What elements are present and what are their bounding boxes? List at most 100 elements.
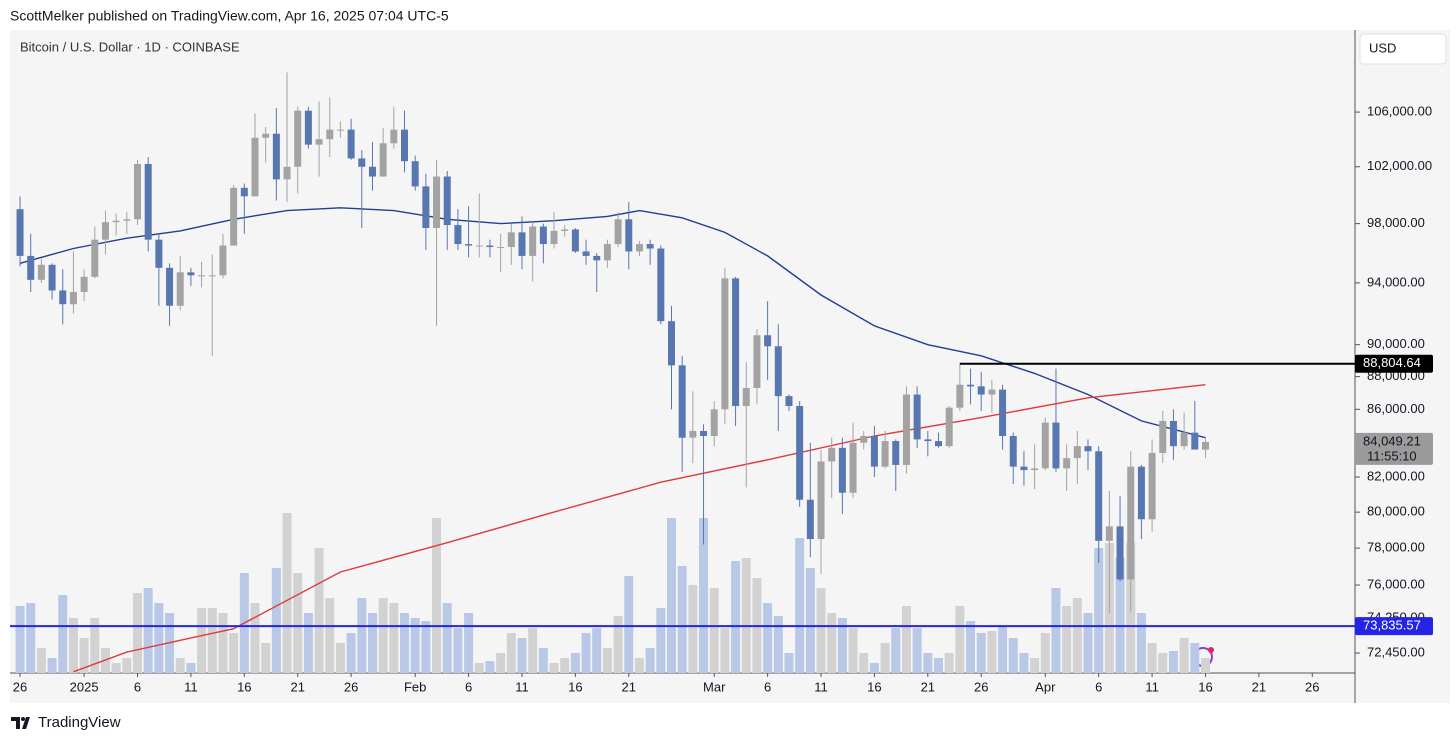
volume-bar bbox=[229, 633, 239, 673]
candle-body bbox=[870, 436, 878, 467]
volume-bar bbox=[709, 588, 719, 673]
candle-body bbox=[1159, 420, 1167, 453]
candle-body bbox=[401, 129, 409, 162]
candle-body bbox=[838, 447, 846, 493]
candle-body bbox=[796, 406, 804, 500]
currency[interactable]: USD bbox=[1369, 40, 1396, 55]
candle-body bbox=[379, 143, 387, 177]
x-tick-label: 16 bbox=[237, 679, 251, 694]
candle-body bbox=[635, 244, 643, 252]
volume-bar bbox=[1115, 558, 1125, 673]
volume-bar bbox=[784, 653, 794, 673]
volume-bar bbox=[816, 588, 826, 673]
x-tick-label: 11 bbox=[184, 679, 198, 694]
chart-title: Bitcoin / U.S. Dollar · 1D · COINBASE bbox=[20, 39, 240, 54]
candle-body bbox=[219, 245, 227, 276]
candle-body bbox=[1148, 452, 1156, 520]
x-tick-label: 21 bbox=[1252, 679, 1266, 694]
candle-body bbox=[678, 365, 686, 438]
volume-bar bbox=[528, 628, 538, 673]
candle-body bbox=[80, 276, 88, 292]
volume-bar bbox=[474, 663, 484, 673]
candle-body bbox=[603, 244, 611, 261]
candle-body bbox=[1031, 468, 1039, 471]
candle-body bbox=[1169, 420, 1177, 447]
candle-body bbox=[155, 239, 163, 268]
candle-body bbox=[208, 275, 216, 277]
candle-body bbox=[710, 409, 718, 437]
candle-body bbox=[518, 232, 526, 256]
candle-body bbox=[358, 158, 366, 167]
volume-bar bbox=[538, 648, 548, 673]
x-tick-label: 16 bbox=[867, 679, 881, 694]
level-label: 73,835.57 bbox=[1363, 618, 1421, 633]
currency-button[interactable] bbox=[1359, 33, 1447, 65]
candle-body bbox=[368, 166, 376, 177]
candle-body bbox=[945, 407, 953, 447]
candle-body bbox=[764, 335, 772, 347]
volume-bar bbox=[731, 561, 741, 673]
volume-bar bbox=[987, 631, 997, 673]
volume-bar bbox=[367, 613, 377, 673]
candle-body bbox=[967, 384, 975, 387]
candle-body bbox=[860, 436, 868, 443]
candle-body bbox=[593, 255, 601, 261]
candle-body bbox=[582, 251, 590, 256]
y-tick-label: 72,450.00 bbox=[1367, 644, 1425, 659]
volume-bar bbox=[79, 638, 89, 673]
volume-bar bbox=[1062, 606, 1072, 673]
volume-bar bbox=[549, 663, 559, 673]
volume-bar bbox=[976, 633, 986, 673]
last-price-label: 84,049.21 bbox=[1363, 433, 1421, 448]
volume-bar bbox=[773, 616, 783, 673]
candle-body bbox=[283, 166, 291, 180]
volume-bar bbox=[677, 566, 687, 673]
candle-body bbox=[956, 384, 964, 408]
volume-bar bbox=[432, 518, 442, 673]
candle-body bbox=[272, 133, 280, 180]
x-tick-label: 11 bbox=[1145, 679, 1159, 694]
candle-body bbox=[550, 230, 558, 245]
candle-body bbox=[1020, 466, 1028, 471]
volume-bar bbox=[218, 613, 228, 673]
volume-bar bbox=[122, 658, 132, 673]
candle-body bbox=[475, 245, 483, 247]
candle-body bbox=[614, 219, 622, 245]
volume-bar bbox=[15, 606, 25, 673]
volume-bar bbox=[859, 653, 869, 673]
volume-bar bbox=[560, 658, 570, 673]
candle-body bbox=[646, 244, 654, 249]
y-tick-label: 80,000.00 bbox=[1367, 504, 1425, 519]
volume-bar bbox=[186, 663, 196, 673]
candle-body bbox=[336, 129, 344, 131]
candle-body bbox=[539, 226, 547, 245]
candle-body bbox=[454, 225, 462, 245]
candle-body bbox=[902, 394, 910, 465]
volume-bar bbox=[496, 653, 506, 673]
volume-bar bbox=[613, 616, 623, 673]
volume-bar bbox=[410, 618, 420, 673]
volume-bar bbox=[133, 593, 143, 673]
volume-bar bbox=[805, 568, 815, 673]
x-tick-label: 21 bbox=[290, 679, 304, 694]
x-tick-label: 26 bbox=[344, 679, 358, 694]
volume-bar bbox=[634, 658, 644, 673]
candle-body bbox=[689, 430, 697, 438]
volume-bar bbox=[933, 658, 943, 673]
volume-bar bbox=[250, 603, 260, 673]
candle-body bbox=[1137, 466, 1145, 520]
x-tick-label: Apr bbox=[1035, 679, 1056, 694]
volume-bar bbox=[570, 653, 580, 673]
volume-bar bbox=[389, 603, 399, 673]
candle-body bbox=[198, 275, 206, 277]
volume-bar bbox=[421, 621, 431, 673]
volume-bar bbox=[1008, 638, 1018, 673]
x-tick-label: 26 bbox=[1305, 679, 1319, 694]
candle-body bbox=[443, 176, 451, 226]
volume-bar bbox=[517, 638, 527, 673]
candle-body bbox=[176, 272, 184, 306]
candle-body bbox=[326, 129, 334, 140]
candle-body bbox=[123, 219, 131, 221]
moving-average bbox=[19, 207, 1206, 439]
candle-body bbox=[1063, 458, 1071, 469]
